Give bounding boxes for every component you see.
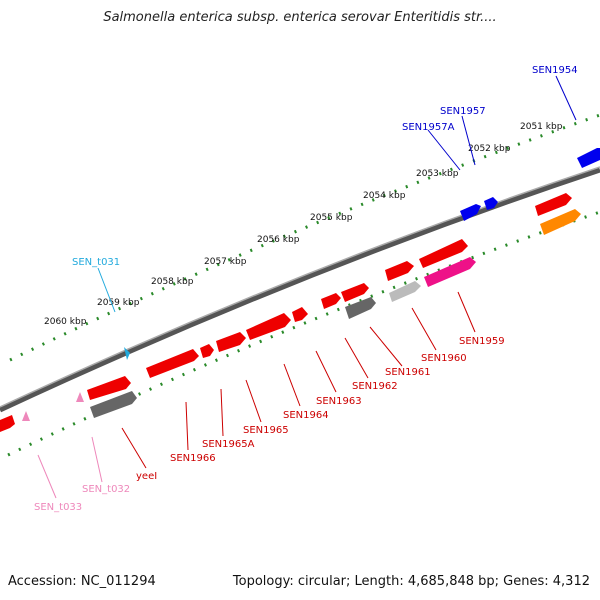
gene-feature[interactable] [460,204,481,221]
gene-label-sen1960[interactable]: SEN1960 [421,353,467,364]
tick-label: 2060 kbp [44,317,87,327]
gene-feature[interactable] [484,197,498,210]
map-title: Salmonella enterica subsp. enterica sero… [103,10,497,25]
gene-label-yeei[interactable]: yeeI [136,471,157,482]
gene-feature[interactable] [389,281,421,302]
label-connectors [37,75,577,499]
gene-feature[interactable] [90,391,137,418]
gene-feature[interactable] [419,239,468,268]
trna-feature[interactable] [22,411,30,421]
gene-feature[interactable] [424,257,476,287]
gene-feature[interactable] [321,293,341,309]
tick-label: 2052 kbp [468,144,511,154]
gene-label-sen1961[interactable]: SEN1961 [385,367,431,378]
accession-text: Accession: NC_011294 [8,574,156,589]
gene-label-sen1965a[interactable]: SEN1965A [202,439,255,450]
gene-feature[interactable] [146,349,199,378]
gene-label-sen1957[interactable]: SEN1957 [440,106,486,117]
gene-label-sen1962[interactable]: SEN1962 [352,381,398,392]
kbp-tick-labels: 2051 kbp 2052 kbp 2053 kbp 2054 kbp 2055… [44,122,563,327]
tick-label: 2058 kbp [151,277,194,287]
gene-feature[interactable] [87,376,131,400]
tick-label: 2059 kbp [97,298,140,308]
tick-label: 2055 kbp [310,213,353,223]
tick-label: 2051 kbp [520,122,563,132]
trna-feature[interactable] [124,347,130,360]
gene-label-sen1963[interactable]: SEN1963 [316,396,362,407]
gene-feature[interactable] [341,283,369,302]
gene-feature[interactable] [292,307,308,322]
gene-feature[interactable] [200,344,214,358]
gene-label-sen1954[interactable]: SEN1954 [532,65,578,76]
gene-labels[interactable]: SEN1954 SEN1957 SEN1957A SEN_t031 SEN195… [34,65,578,513]
gene-feature[interactable] [385,261,414,281]
gene-label-sen1966[interactable]: SEN1966 [170,453,216,464]
gene-feature[interactable] [345,297,376,319]
forward-strand-features[interactable] [0,148,600,432]
gene-feature[interactable] [535,193,572,216]
gene-feature[interactable] [540,209,581,235]
tick-label: 2056 kbp [257,235,300,245]
tick-label: 2053 kbp [416,169,459,179]
trna-feature[interactable] [76,392,84,402]
gene-label-sen-t031[interactable]: SEN_t031 [72,257,120,268]
gene-label-sen1964[interactable]: SEN1964 [283,410,329,421]
gene-label-sen1959[interactable]: SEN1959 [459,336,505,347]
gene-label-sen1957a[interactable]: SEN1957A [402,122,455,133]
gene-feature[interactable] [0,415,15,432]
gene-label-sen-t032[interactable]: SEN_t032 [82,484,130,495]
topology-text: Topology: circular; Length: 4,685,848 bp… [232,574,590,589]
gene-label-sen-t033[interactable]: SEN_t033 [34,502,82,513]
genome-backbone [0,167,600,413]
gene-feature[interactable] [577,148,600,168]
gene-feature[interactable] [246,313,291,340]
reverse-strand-features[interactable] [22,209,581,421]
tick-label: 2054 kbp [363,191,406,201]
gene-label-sen1965[interactable]: SEN1965 [243,425,289,436]
tick-label: 2057 kbp [204,257,247,267]
gene-feature[interactable] [216,332,246,352]
